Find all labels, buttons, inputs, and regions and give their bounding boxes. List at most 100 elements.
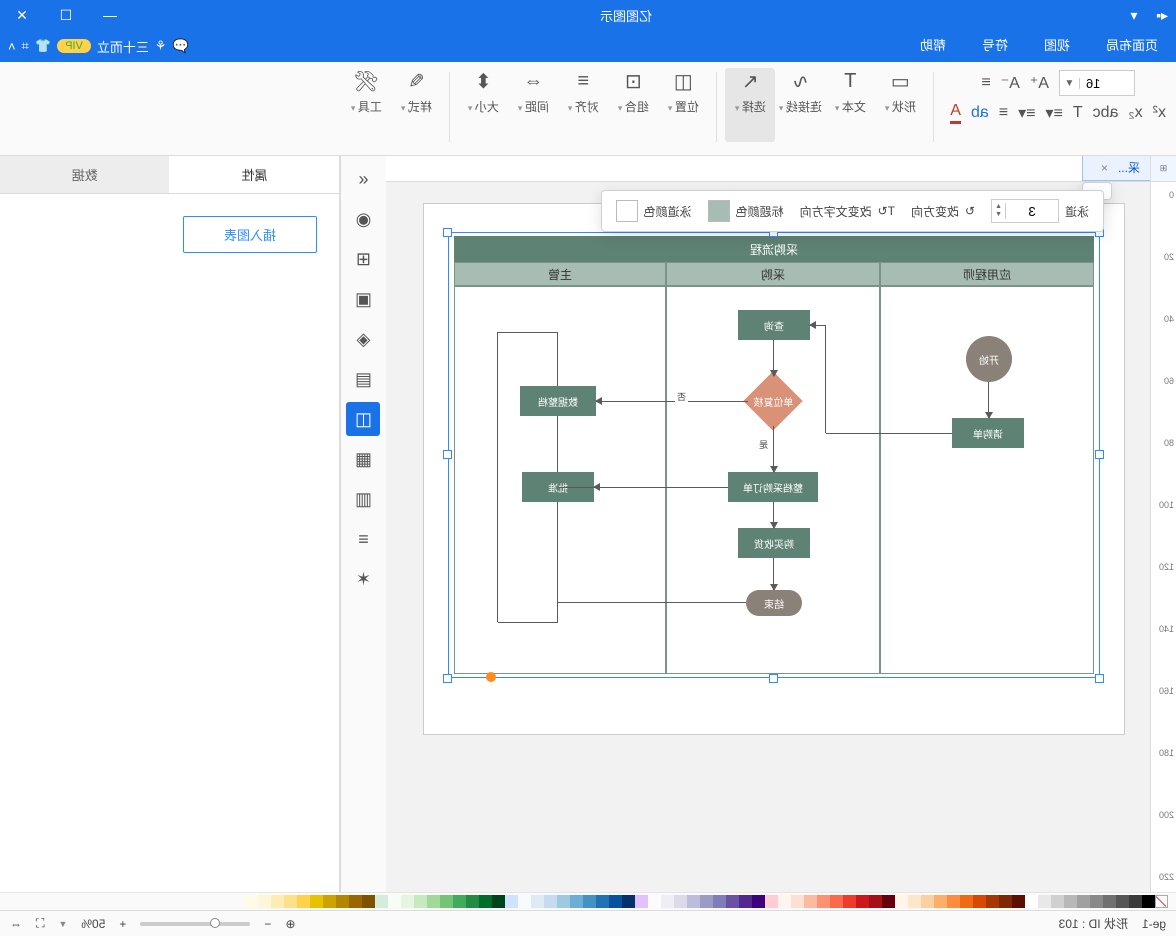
color-swatch[interactable] [1038, 895, 1051, 908]
color-swatch[interactable] [258, 895, 271, 908]
color-swatch[interactable] [635, 895, 648, 908]
chevron-down-icon[interactable]: ▼ [1060, 78, 1080, 89]
ribbon-间距[interactable]: ⇔间距 ▾ [508, 68, 558, 142]
color-swatch[interactable] [245, 895, 258, 908]
color-swatch[interactable] [1077, 895, 1090, 908]
close-icon[interactable]: × [1101, 161, 1108, 175]
color-swatch[interactable] [492, 895, 505, 908]
color-swatch[interactable] [323, 895, 336, 908]
color-swatch[interactable] [375, 895, 388, 908]
page-tab[interactable]: 采...× [1082, 156, 1150, 181]
cursor-mode-icon[interactable]: ⊕ [285, 917, 295, 931]
color-swatch[interactable] [388, 895, 401, 908]
color-swatch[interactable] [882, 895, 895, 908]
menu-tab[interactable]: 帮助 [902, 30, 964, 62]
color-swatch[interactable] [1129, 895, 1142, 908]
color-swatch[interactable] [401, 895, 414, 908]
color-swatch[interactable] [1116, 895, 1129, 908]
color-swatch[interactable] [297, 895, 310, 908]
page-indicator[interactable]: ge-1 [1142, 917, 1166, 931]
align-icon[interactable]: ≡ [999, 104, 1008, 122]
color-swatch[interactable] [713, 895, 726, 908]
color-swatch[interactable] [1103, 895, 1116, 908]
tab-properties[interactable]: 属性 [170, 156, 340, 193]
color-swatch[interactable] [622, 895, 635, 908]
color-swatch[interactable] [869, 895, 882, 908]
lefticon-5[interactable]: ▤ [347, 362, 381, 396]
color-swatch[interactable] [583, 895, 596, 908]
color-swatch[interactable] [700, 895, 713, 908]
font-color-icon[interactable]: A [950, 102, 961, 124]
undo-dd-icon[interactable]: ▾ [1120, 7, 1148, 24]
color-swatch[interactable] [973, 895, 986, 908]
menu-tab[interactable]: 符号 [964, 30, 1026, 62]
color-swatch[interactable] [570, 895, 583, 908]
apps-icon[interactable]: ⌗ [22, 38, 29, 54]
highlight-icon[interactable]: ab [971, 104, 989, 122]
color-swatch[interactable] [895, 895, 908, 908]
color-swatch[interactable] [726, 895, 739, 908]
linespace-icon[interactable]: ≡▾ [1046, 103, 1063, 123]
font-grow-icon[interactable]: A⁺ [1030, 73, 1049, 93]
color-swatch[interactable] [557, 895, 570, 908]
color-swatch[interactable] [479, 895, 492, 908]
lefticon-8[interactable]: ▥ [347, 482, 381, 516]
lefticon-9[interactable]: ≡ [347, 522, 381, 556]
zoom-value[interactable]: 50% [81, 917, 105, 931]
lefticon-0[interactable]: « [347, 162, 381, 196]
color-swatch[interactable] [596, 895, 609, 908]
fit-page-icon[interactable]: ⛶ [36, 916, 44, 931]
zoom-in-icon[interactable]: + [119, 917, 126, 931]
close-button[interactable]: ✕ [0, 7, 44, 24]
ribbon-形状[interactable]: ▭形状 ▾ [875, 68, 925, 142]
ribbon-组合[interactable]: ⊡组合 ▾ [608, 68, 658, 142]
fit-width-icon[interactable]: ⇔ [10, 917, 22, 931]
color-swatch[interactable] [687, 895, 700, 908]
lefticon-2[interactable]: ⊞ [347, 242, 381, 276]
zoom-slider[interactable] [140, 922, 250, 926]
color-swatch[interactable] [674, 895, 687, 908]
menu-tab[interactable]: 页面布局 [1088, 30, 1176, 62]
maximize-button[interactable]: ☐ [44, 7, 88, 24]
font-shrink-icon[interactable]: A⁻ [1001, 73, 1020, 93]
change-dir-button[interactable]: ↻改变方向 [911, 203, 975, 220]
subscript-icon[interactable]: x₂ [1128, 104, 1142, 122]
color-swatch[interactable] [752, 895, 765, 908]
app-menu-icon[interactable]: ◂▪ [1148, 7, 1176, 24]
color-swatch[interactable] [661, 895, 674, 908]
tab-data[interactable]: 数据 [0, 156, 170, 193]
color-swatch[interactable] [544, 895, 557, 908]
color-swatch[interactable] [648, 895, 661, 908]
color-swatch[interactable] [856, 895, 869, 908]
collapse-icon[interactable]: ˄ [8, 39, 16, 54]
header-color-button[interactable]: 标题颜色 [708, 200, 784, 222]
lefticon-6[interactable]: ◫ [347, 402, 381, 436]
color-swatch[interactable] [830, 895, 843, 908]
color-swatch[interactable] [1142, 895, 1155, 908]
color-swatch[interactable] [986, 895, 999, 908]
color-swatch[interactable] [817, 895, 830, 908]
color-swatch[interactable] [362, 895, 375, 908]
lane-color-button[interactable]: 泳道颜色 [616, 200, 692, 222]
text-clear-icon[interactable]: T [1073, 104, 1083, 122]
color-swatch[interactable] [427, 895, 440, 908]
align-left-icon[interactable]: ≡ [981, 74, 990, 92]
zoom-out-icon[interactable]: − [264, 917, 271, 931]
color-swatch[interactable] [531, 895, 544, 908]
user-label[interactable]: 三十而立 [97, 37, 149, 56]
share-icon[interactable]: ⚘ [155, 38, 167, 54]
color-swatch[interactable] [804, 895, 817, 908]
ribbon-对齐[interactable]: ≡对齐 ▾ [558, 68, 608, 142]
ribbon-文本[interactable]: T文本 ▾ [825, 68, 875, 142]
chat-icon[interactable]: 💬 [173, 38, 189, 54]
color-swatch[interactable] [791, 895, 804, 908]
color-swatch[interactable] [1090, 895, 1103, 908]
superscript-icon[interactable]: x² [1153, 104, 1166, 122]
color-swatch[interactable] [310, 895, 323, 908]
color-swatch[interactable] [336, 895, 349, 908]
color-swatch[interactable] [518, 895, 531, 908]
lefticon-3[interactable]: ▣ [347, 282, 381, 316]
ribbon-位置[interactable]: ◫位置 ▾ [658, 68, 708, 142]
theme-icon[interactable]: 👕 [35, 38, 51, 54]
minimize-button[interactable]: — [88, 7, 132, 23]
